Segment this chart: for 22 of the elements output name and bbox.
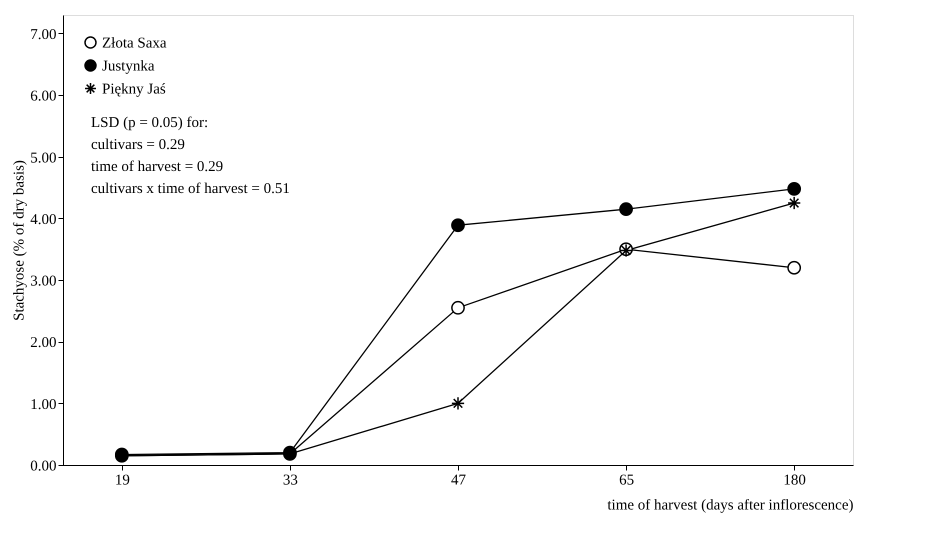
y-tick-label: 2.00 [30, 335, 56, 352]
y-tick-label: 0.00 [30, 458, 56, 474]
y-tick-label: 7.00 [30, 26, 56, 43]
annotation: cultivars x time of harvest = 0.51 [91, 181, 290, 197]
annotation: cultivars = 0.29 [91, 137, 185, 153]
x-tick-label: 65 [619, 472, 634, 488]
legend-label: Piękny Jaś [102, 82, 166, 98]
x-tick-label: 19 [114, 472, 130, 488]
legend-label: Justynka [102, 58, 155, 74]
annotation: time of harvest = 0.29 [91, 159, 224, 175]
y-tick-label: 5.00 [30, 150, 56, 166]
x-tick-label: 180 [783, 472, 806, 488]
x-tick-label: 33 [282, 472, 298, 488]
annotation: LSD (p = 0.05) for: [91, 115, 208, 131]
y-tick-label: 4.00 [30, 212, 56, 228]
legend-label: Złota Saxa [102, 36, 167, 52]
y-tick-label: 1.00 [30, 396, 56, 413]
y-tick-label: 6.00 [30, 88, 56, 105]
x-axis-title: time of harvest (days after inflorescence) [607, 498, 854, 514]
x-tick-label: 47 [451, 472, 466, 488]
y-axis-title: Stachyose (% of dry basis) [11, 160, 28, 321]
y-tick-label: 3.00 [30, 274, 56, 290]
